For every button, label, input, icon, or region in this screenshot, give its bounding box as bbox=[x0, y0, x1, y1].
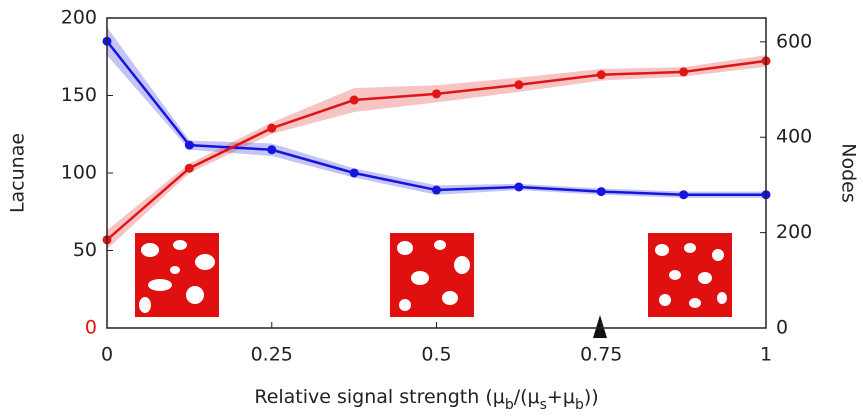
x-tick-label: 1 bbox=[760, 344, 772, 366]
x-axis-label-part: b bbox=[505, 397, 514, 413]
marker-arrow bbox=[593, 315, 607, 338]
data-point bbox=[596, 187, 606, 197]
data-point bbox=[349, 95, 359, 105]
data-point bbox=[679, 190, 689, 200]
x-axis-label-part: b bbox=[575, 397, 584, 413]
x-tick-label: 0.5 bbox=[421, 344, 451, 366]
y2-tick-label: 400 bbox=[776, 126, 812, 148]
y-tick-label: 150 bbox=[61, 84, 97, 106]
y-tick-label: 50 bbox=[73, 239, 97, 261]
data-point bbox=[349, 168, 359, 178]
y-tick-label: 0 bbox=[85, 317, 97, 339]
x-axis-label-part: Relative signal strength (μ bbox=[254, 386, 504, 408]
data-point bbox=[679, 67, 689, 77]
y2-tick-label: 200 bbox=[776, 221, 812, 243]
data-point bbox=[267, 145, 277, 155]
inset-images bbox=[135, 233, 732, 317]
y2-axis-label: Nodes bbox=[838, 143, 860, 203]
data-point bbox=[432, 89, 441, 99]
x-axis-label-part: +μ bbox=[547, 386, 575, 408]
data-point bbox=[432, 185, 441, 195]
error-band bbox=[107, 55, 766, 250]
y-axis-label: Lacunae bbox=[7, 133, 29, 213]
data-point bbox=[184, 163, 194, 173]
error-band bbox=[107, 27, 766, 198]
y2-tick-label: 600 bbox=[776, 30, 812, 52]
x-tick-label: 0.75 bbox=[580, 344, 622, 366]
x-axis-label-part: /(μ bbox=[514, 386, 540, 408]
x-tick-label: 0 bbox=[101, 344, 113, 366]
series-line bbox=[106, 40, 766, 196]
x-axis-label-part: )) bbox=[584, 386, 599, 408]
data-point bbox=[514, 182, 524, 192]
x-tick-label: 0.25 bbox=[251, 344, 293, 366]
y-tick-label: 200 bbox=[61, 7, 97, 29]
data-point bbox=[184, 140, 194, 150]
x-axis-label-part: s bbox=[540, 397, 547, 413]
y-tick-label: 100 bbox=[61, 162, 97, 184]
data-point bbox=[596, 70, 606, 80]
y2-tick-label: 0 bbox=[776, 317, 788, 339]
data-point bbox=[267, 123, 277, 133]
x-axis-label: Relative signal strength (μb/(μs+μb)) bbox=[254, 386, 598, 414]
data-point bbox=[514, 80, 524, 90]
